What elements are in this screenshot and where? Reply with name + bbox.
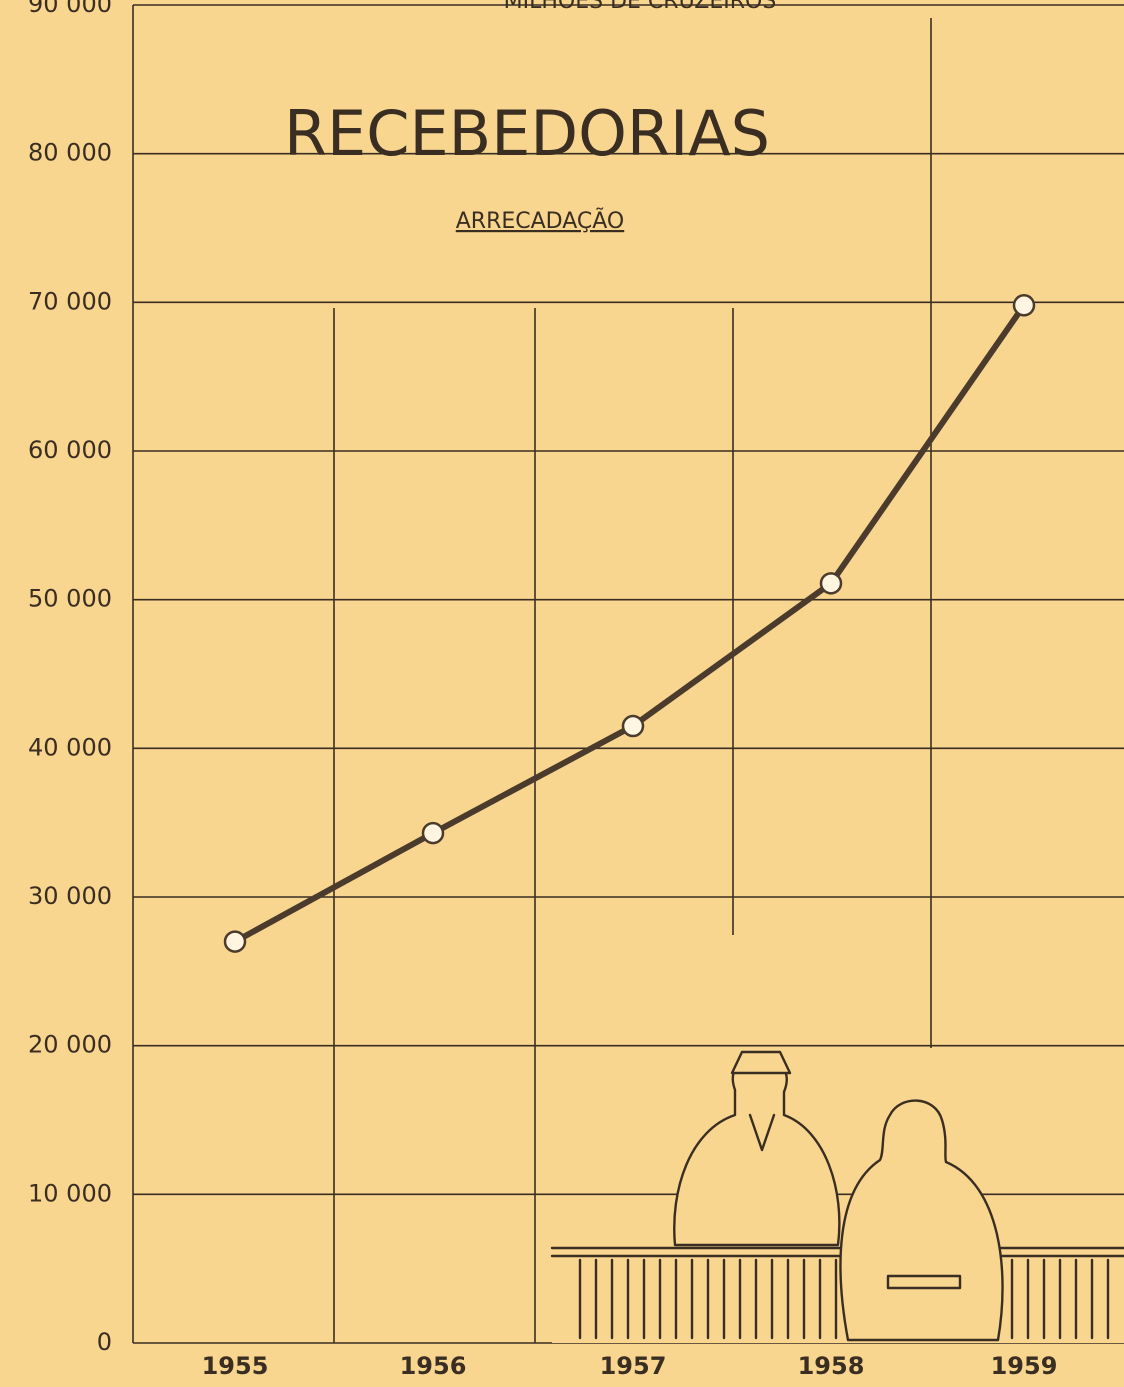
y-tick-label: 90 000	[28, 0, 112, 18]
y-tick-label: 70 000	[28, 287, 112, 315]
data-point	[821, 573, 841, 593]
y-tick-label: 0	[97, 1328, 112, 1356]
counter	[552, 1244, 1124, 1343]
y-tick-label: 50 000	[28, 585, 112, 613]
y-tick-label: 40 000	[28, 733, 112, 761]
x-tick-label: 1957	[600, 1352, 667, 1380]
chart: 0 10 000 20 000 30 000 40 000 50 000 60 000 70 …	[0, 0, 1124, 1387]
data-point	[423, 823, 443, 843]
x-tick-label: 1958	[798, 1352, 865, 1380]
x-tick-label: 1955	[202, 1352, 269, 1380]
hat	[732, 1052, 790, 1073]
data-point	[225, 932, 245, 952]
y-tick-label: 60 000	[28, 436, 112, 464]
y-tick-label: 80 000	[28, 139, 112, 167]
belt	[888, 1276, 960, 1288]
data-point	[1014, 295, 1034, 315]
chart-subtitle: ARRECADAÇÃO	[456, 207, 625, 234]
y-tick-label: 20 000	[28, 1031, 112, 1059]
y-tick-label: 30 000	[28, 882, 112, 910]
data-point	[623, 716, 643, 736]
y-axis-unit: MILHÕES DE CRUZEIROS	[504, 0, 777, 14]
x-tick-label: 1956	[400, 1352, 467, 1380]
x-tick-label: 1959	[991, 1352, 1058, 1380]
y-tick-label: 10 000	[28, 1179, 112, 1207]
chart-title: RECEBEDORIAS	[284, 97, 770, 170]
